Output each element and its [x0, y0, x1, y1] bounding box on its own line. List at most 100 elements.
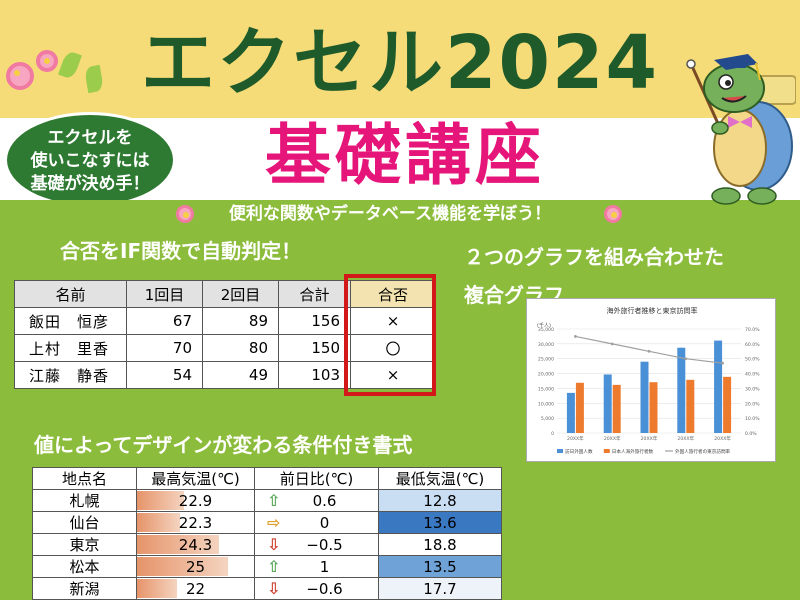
low-temp-cell: 12.8: [378, 489, 502, 512]
high-temp-cell: 22: [136, 577, 255, 600]
y-tick-label: 30,000: [538, 342, 554, 348]
y2-tick-label: 60.0%: [745, 342, 760, 348]
high-temp-value: 22.3: [178, 513, 213, 532]
chart-bars: [566, 340, 732, 433]
diff-cell: ⇨ 0: [254, 511, 379, 534]
flower-icon: [176, 205, 194, 223]
high-temp-value: 22: [185, 579, 206, 598]
table-cell: 103: [278, 361, 351, 389]
combo-chart: 海外旅行者推移と東京訪問率 (千人) 35,000 30,000 25,000 20,…: [526, 298, 776, 462]
legend-swatch: [603, 449, 610, 453]
high-temp-cell: 24.3: [136, 533, 255, 556]
table-row: 飯田 恒彦 67 89 156 ×: [14, 307, 436, 335]
chart-line: [574, 335, 724, 365]
low-temp-cell: 18.8: [378, 533, 502, 556]
table-cell: 〇: [350, 334, 436, 362]
header-band: [0, 0, 800, 118]
column-header: 最低気温(℃): [378, 467, 502, 490]
y-tick-label: 10,000: [538, 401, 554, 407]
line-point: [684, 357, 688, 361]
weather-rows: 札幌 22.9 ⇧ 0.6 12.8 仙台 22.3 ⇨ 0 13.6 東京 24.3 ⇩ −0.5 18.…: [32, 489, 502, 600]
data-bar: [137, 579, 177, 598]
line-series: [575, 335, 723, 364]
line-point: [574, 335, 577, 338]
bar: [677, 347, 686, 433]
place-cell: 札幌: [32, 489, 137, 512]
arrow-up-icon: ⇧: [267, 557, 281, 576]
diff-value: −0.6: [306, 579, 343, 598]
x-tick-label: 20XX年: [604, 435, 621, 442]
y2-tick-label: 40.0%: [745, 372, 760, 378]
chart-y-ticks: 35,000 30,000 25,000 20,000 15,000 10,000 5,00…: [538, 327, 554, 437]
y2-tick-label: 50.0%: [745, 357, 760, 363]
diff-cell: ⇩ −0.5: [254, 533, 379, 556]
chart-legend: 訪日外国人数 日本人海外旅行者数 外国人旅行者の東京訪問率: [557, 448, 731, 455]
diff-value: 0.6: [312, 491, 337, 510]
arrow-right-icon: ⇨: [267, 513, 281, 532]
data-bar: [137, 513, 181, 532]
turtle-mascot-icon: [686, 54, 796, 205]
line-point: [610, 342, 614, 346]
tagline: 便利な関数やデータベース機能を学ぼう！: [228, 204, 552, 224]
flower-icon: [6, 62, 34, 90]
y-tick-label: 25,000: [538, 357, 554, 363]
arrow-down-icon: ⇩: [267, 579, 281, 598]
high-temp-cell: 22.9: [136, 489, 255, 512]
data-bar: [137, 491, 184, 510]
bar: [723, 376, 732, 433]
table-cell: 54: [126, 361, 203, 389]
promo-badge: エクセルを 使いこなすには 基礎が決め手！: [4, 112, 176, 208]
x-tick-label: 20XX年: [567, 435, 584, 442]
y2-tick-label: 70.0%: [745, 327, 760, 333]
column-header: 最高気温(℃): [136, 467, 255, 490]
y2-tick-label: 20.0%: [745, 401, 760, 407]
chart-y2-ticks: 70.0% 60.0% 50.0% 40.0% 30.0% 20.0% 10.0% 0.0%: [745, 327, 760, 437]
column-header: 合計: [278, 280, 351, 308]
table-cell: 80: [202, 334, 279, 362]
line-point: [647, 349, 651, 353]
arrow-up-icon: ⇧: [267, 491, 281, 510]
table-cell: 156: [278, 307, 351, 335]
highlight-box: [344, 274, 436, 396]
badge-line: エクセルを: [47, 128, 133, 148]
table-cell: 70: [126, 334, 203, 362]
legend-swatch: [557, 449, 563, 453]
table-cell: 飯田 恒彦: [14, 307, 127, 335]
bar: [612, 384, 621, 433]
bar: [714, 340, 723, 433]
low-temp-cell: 17.7: [378, 577, 502, 600]
diff-value: −0.5: [306, 535, 343, 554]
column-header: 1回目: [126, 280, 203, 308]
section1-heading: 合否をIF関数で自動判定！: [60, 239, 302, 263]
arrow-down-icon: ⇩: [267, 535, 281, 554]
place-cell: 東京: [32, 533, 137, 556]
legend-label: 外国人旅行者の東京訪問率: [675, 448, 731, 455]
diff-cell: ⇧ 1: [254, 555, 379, 578]
section3-heading: 値によってデザインが変わる条件付き書式: [34, 433, 413, 457]
course-subtitle: 基礎講座: [265, 117, 545, 194]
column-header: 2回目: [202, 280, 279, 308]
place-cell: 新潟: [32, 577, 137, 600]
flower-icon: [604, 205, 622, 223]
tagline-band: [0, 200, 800, 228]
weather-table: 地点名 最高気温(℃) 前日比(℃) 最低気温(℃) 札幌 22.9 ⇧ 0.6 12.…: [32, 467, 502, 600]
y-tick-label: 35,000: [538, 327, 554, 333]
y2-tick-label: 10.0%: [745, 416, 760, 422]
high-temp-cell: 22.3: [136, 511, 255, 534]
high-temp-value: 25: [185, 557, 206, 576]
table-row: 新潟 22 ⇩ −0.6 17.7: [32, 577, 502, 600]
chart-svg: 海外旅行者推移と東京訪問率 (千人) 35,000 30,000 25,000 20,…: [537, 306, 760, 455]
bar: [686, 379, 695, 433]
table-cell: 江藤 静香: [14, 361, 127, 389]
column-header: 地点名: [32, 467, 137, 490]
x-tick-label: 20XX年: [641, 435, 658, 442]
y2-tick-label: 0.0%: [745, 431, 757, 437]
table-header-row: 名前 1回目 2回目 合計 合否: [14, 280, 436, 308]
data-bar: [137, 557, 229, 576]
y-tick-label: 0: [551, 431, 554, 437]
x-tick-label: 20XX年: [677, 435, 694, 442]
y-tick-label: 15,000: [538, 386, 554, 392]
diff-cell: ⇩ −0.6: [254, 577, 379, 600]
y-tick-label: 20,000: [538, 372, 554, 378]
